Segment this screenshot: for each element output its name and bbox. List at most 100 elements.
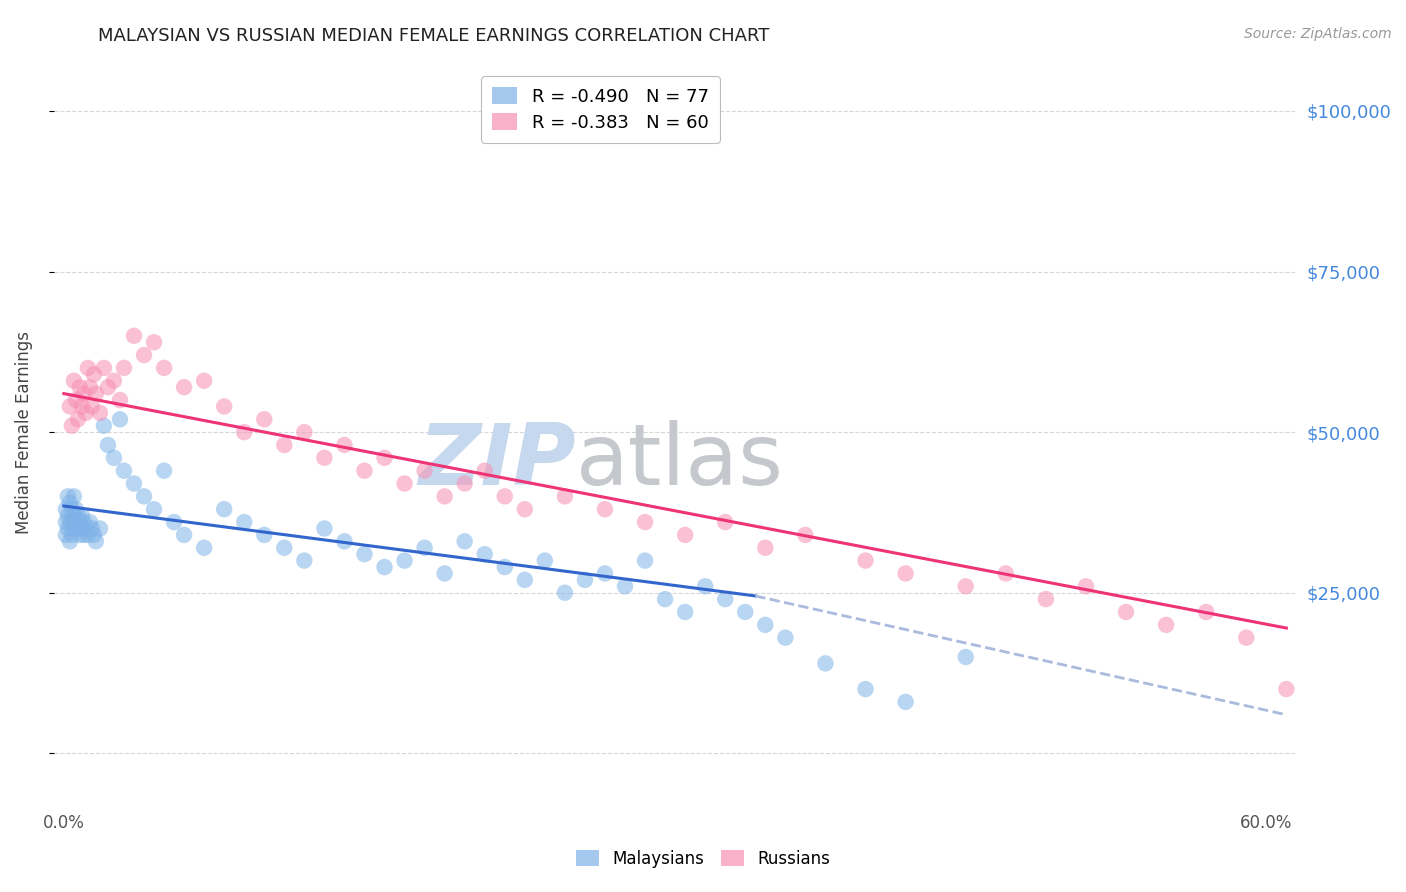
Point (173, 380, 195, 394)
Point (193, 374, 215, 388)
Point (212, 502, 235, 516)
Point (60, 502, 83, 516)
Point (513, 573, 536, 587)
Point (314, 521, 336, 535)
Point (894, 566, 917, 581)
Point (714, 592, 737, 607)
Point (554, 489, 576, 503)
Point (69, 528, 91, 542)
Point (1035, 592, 1057, 607)
Point (84, 386, 107, 401)
Point (75, 406, 97, 420)
Point (97, 380, 120, 394)
Point (593, 566, 616, 581)
Point (75, 521, 97, 535)
Point (73, 386, 96, 401)
Point (453, 534, 475, 549)
Point (1275, 681, 1298, 696)
Point (574, 573, 596, 587)
Point (474, 464, 496, 478)
Point (814, 657, 837, 671)
Point (173, 528, 195, 542)
Point (83, 528, 105, 542)
Point (143, 502, 166, 516)
Point (103, 450, 125, 465)
Point (153, 360, 176, 375)
Point (89, 406, 111, 420)
Point (994, 566, 1017, 581)
Point (122, 476, 145, 491)
Point (273, 438, 295, 452)
Point (83, 368, 105, 382)
Point (69, 515, 91, 529)
Point (534, 553, 557, 567)
Point (69, 380, 91, 394)
Point (70, 508, 93, 523)
Point (714, 515, 737, 529)
Point (673, 605, 696, 619)
Point (695, 579, 717, 593)
Point (79, 380, 101, 394)
Point (1154, 617, 1177, 632)
Point (66, 521, 89, 535)
Point (413, 464, 436, 478)
Point (55, 502, 77, 516)
Point (77, 528, 100, 542)
Point (108, 392, 131, 407)
Point (193, 541, 215, 555)
Point (394, 476, 416, 491)
Point (634, 515, 657, 529)
Point (233, 515, 256, 529)
Point (1234, 631, 1257, 645)
Point (253, 412, 276, 426)
Point (112, 464, 135, 478)
Point (634, 553, 657, 567)
Point (453, 476, 475, 491)
Point (353, 464, 375, 478)
Point (153, 464, 176, 478)
Point (60, 528, 83, 542)
Point (59, 400, 82, 414)
Point (66, 508, 89, 523)
Point (66, 412, 89, 426)
Y-axis label: Median Female Earnings: Median Female Earnings (15, 331, 32, 533)
Point (108, 412, 131, 426)
Point (855, 681, 877, 696)
Point (433, 489, 456, 503)
Point (132, 348, 155, 362)
Point (70, 521, 93, 535)
Point (373, 560, 395, 574)
Point (103, 374, 125, 388)
Point (333, 534, 356, 549)
Point (212, 400, 235, 414)
Point (84, 534, 107, 549)
Point (89, 521, 111, 535)
Text: MALAYSIAN VS RUSSIAN MEDIAN FEMALE EARNINGS CORRELATION CHART: MALAYSIAN VS RUSSIAN MEDIAN FEMALE EARNI… (98, 27, 770, 45)
Point (93, 418, 115, 433)
Point (894, 695, 917, 709)
Point (65, 515, 87, 529)
Point (56, 521, 79, 535)
Point (79, 515, 101, 529)
Text: Source: ZipAtlas.com: Source: ZipAtlas.com (1244, 27, 1392, 41)
Point (273, 541, 295, 555)
Text: ZIP: ZIP (418, 420, 575, 503)
Point (494, 489, 516, 503)
Point (233, 425, 256, 439)
Point (65, 392, 87, 407)
Point (80, 521, 103, 535)
Point (55, 515, 77, 529)
Point (734, 605, 756, 619)
Point (56, 489, 79, 503)
Point (413, 541, 436, 555)
Point (59, 496, 82, 510)
Point (314, 450, 336, 465)
Point (163, 515, 186, 529)
Point (754, 541, 776, 555)
Point (775, 631, 797, 645)
Point (65, 502, 87, 516)
Point (955, 649, 977, 664)
Point (353, 547, 375, 561)
Point (73, 528, 96, 542)
Text: atlas: atlas (575, 420, 783, 503)
